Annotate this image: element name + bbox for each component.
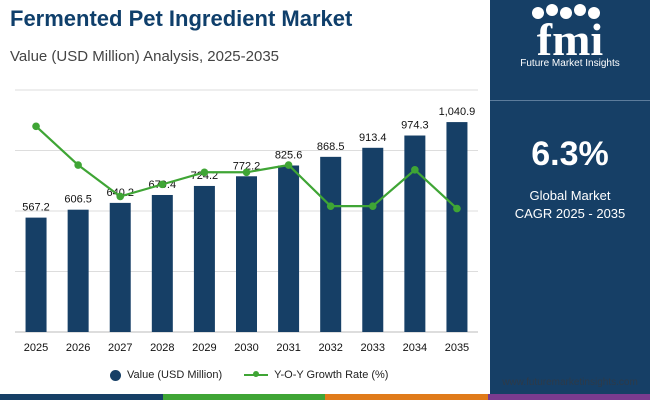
x-tick-labels: 2025 2026 2027 2028 2029 2030 2031 2032 2033 2034… bbox=[24, 342, 469, 354]
bar-2033 bbox=[362, 147, 384, 332]
x-tick-label-2026: 2026 bbox=[66, 342, 90, 354]
cagr-label-line1: Global Market bbox=[529, 188, 611, 203]
logo-tagline: Future Market Insights bbox=[520, 58, 620, 69]
x-tick-label-2029: 2029 bbox=[192, 342, 216, 354]
stripe-segment bbox=[325, 394, 488, 400]
stripe-segment bbox=[0, 394, 163, 400]
x-tick-label-2033: 2033 bbox=[361, 342, 385, 354]
bar-2026 bbox=[67, 209, 89, 332]
growth-line-series bbox=[32, 122, 461, 213]
x-tick-label-2032: 2032 bbox=[318, 342, 342, 354]
bar-2034 bbox=[404, 135, 426, 332]
growth-point-2035 bbox=[453, 204, 461, 213]
x-tick-label-2034: 2034 bbox=[403, 342, 427, 354]
growth-point-2025 bbox=[32, 122, 40, 131]
legend-label-growth: Y-O-Y Growth Rate (%) bbox=[274, 369, 389, 381]
x-tick-label-2035: 2035 bbox=[445, 342, 469, 354]
bar-value-label-2033: 913.4 bbox=[359, 132, 387, 144]
growth-point-2032 bbox=[326, 202, 335, 210]
stripe-segment bbox=[487, 394, 650, 400]
legend-bar-swatch bbox=[110, 369, 121, 381]
sidebar-divider bbox=[490, 100, 650, 101]
stripe-segment bbox=[162, 394, 325, 400]
bar-2028 bbox=[151, 194, 173, 332]
growth-point-2029 bbox=[200, 168, 209, 177]
legend-item-growth: Y-O-Y Growth Rate (%) bbox=[244, 369, 388, 381]
chart-subtitle: Value (USD Million) Analysis, 2025-2035 bbox=[10, 48, 280, 65]
bar-2030 bbox=[236, 176, 257, 332]
bar-2025 bbox=[25, 217, 47, 332]
growth-point-2031 bbox=[284, 161, 293, 169]
cagr-label-line2: CAGR 2025 - 2035 bbox=[514, 206, 626, 221]
bar-2031 bbox=[278, 165, 300, 332]
bar-value-label-2032: 868.5 bbox=[317, 141, 345, 153]
bar-value-label-2025: 567.2 bbox=[22, 202, 50, 214]
growth-point-2026 bbox=[74, 161, 82, 169]
bar-2035 bbox=[446, 122, 468, 332]
cagr-value: 6.3% bbox=[531, 135, 609, 173]
bar-series bbox=[25, 122, 468, 332]
legend-line-swatch bbox=[244, 370, 269, 380]
x-tick-label-2028: 2028 bbox=[150, 342, 174, 354]
logo-dot-icon bbox=[560, 7, 572, 19]
bar-2032 bbox=[320, 156, 342, 332]
x-tick-label-2030: 2030 bbox=[234, 342, 258, 354]
x-tick-label-2025: 2025 bbox=[24, 342, 48, 354]
bar-2029 bbox=[193, 185, 215, 332]
bar-value-label-2030: 772.2 bbox=[233, 160, 261, 172]
chart-area: 567.2606.5640.2679.4724.2772.2825.6868.5… bbox=[15, 89, 478, 354]
growth-point-2027 bbox=[116, 192, 125, 201]
x-tick-label-2027: 2027 bbox=[108, 342, 132, 354]
logo-dot-icon bbox=[574, 4, 586, 16]
bottom-color-stripe bbox=[0, 394, 650, 400]
legend-item-value: Value (USD Million) bbox=[110, 369, 222, 381]
bar-value-label-2031: 825.6 bbox=[275, 150, 303, 162]
logo-dot-icon bbox=[588, 7, 600, 19]
fmi-logo: fmi bbox=[532, 4, 604, 65]
legend-label-value: Value (USD Million) bbox=[127, 369, 223, 381]
growth-point-2034 bbox=[411, 166, 419, 174]
logo-dot-icon bbox=[546, 4, 558, 16]
logo-dot-icon bbox=[532, 7, 544, 19]
bar-value-label-2026: 606.5 bbox=[64, 194, 92, 206]
x-tick-label-2031: 2031 bbox=[276, 342, 300, 354]
bar-value-label-2034: 974.3 bbox=[401, 120, 429, 132]
growth-point-2028 bbox=[158, 180, 167, 189]
growth-point-2030 bbox=[242, 168, 251, 177]
sidebar-panel: fmi Future Market Insights 6.3% Global M… bbox=[490, 0, 650, 400]
legend: Value (USD Million) Y-O-Y Growth Rate (%… bbox=[110, 369, 410, 381]
growth-point-2033 bbox=[368, 202, 377, 210]
chart-title: Fermented Pet Ingredient Market bbox=[10, 6, 353, 31]
logo-wordmark: fmi bbox=[537, 14, 604, 65]
footer-url: www.futuremarketinsights.com bbox=[502, 377, 638, 388]
cagr-label: Global Market CAGR 2025 - 2035 bbox=[490, 187, 650, 223]
bar-value-label-2035: 1,040.9 bbox=[439, 106, 476, 118]
bar-2027 bbox=[109, 202, 131, 332]
